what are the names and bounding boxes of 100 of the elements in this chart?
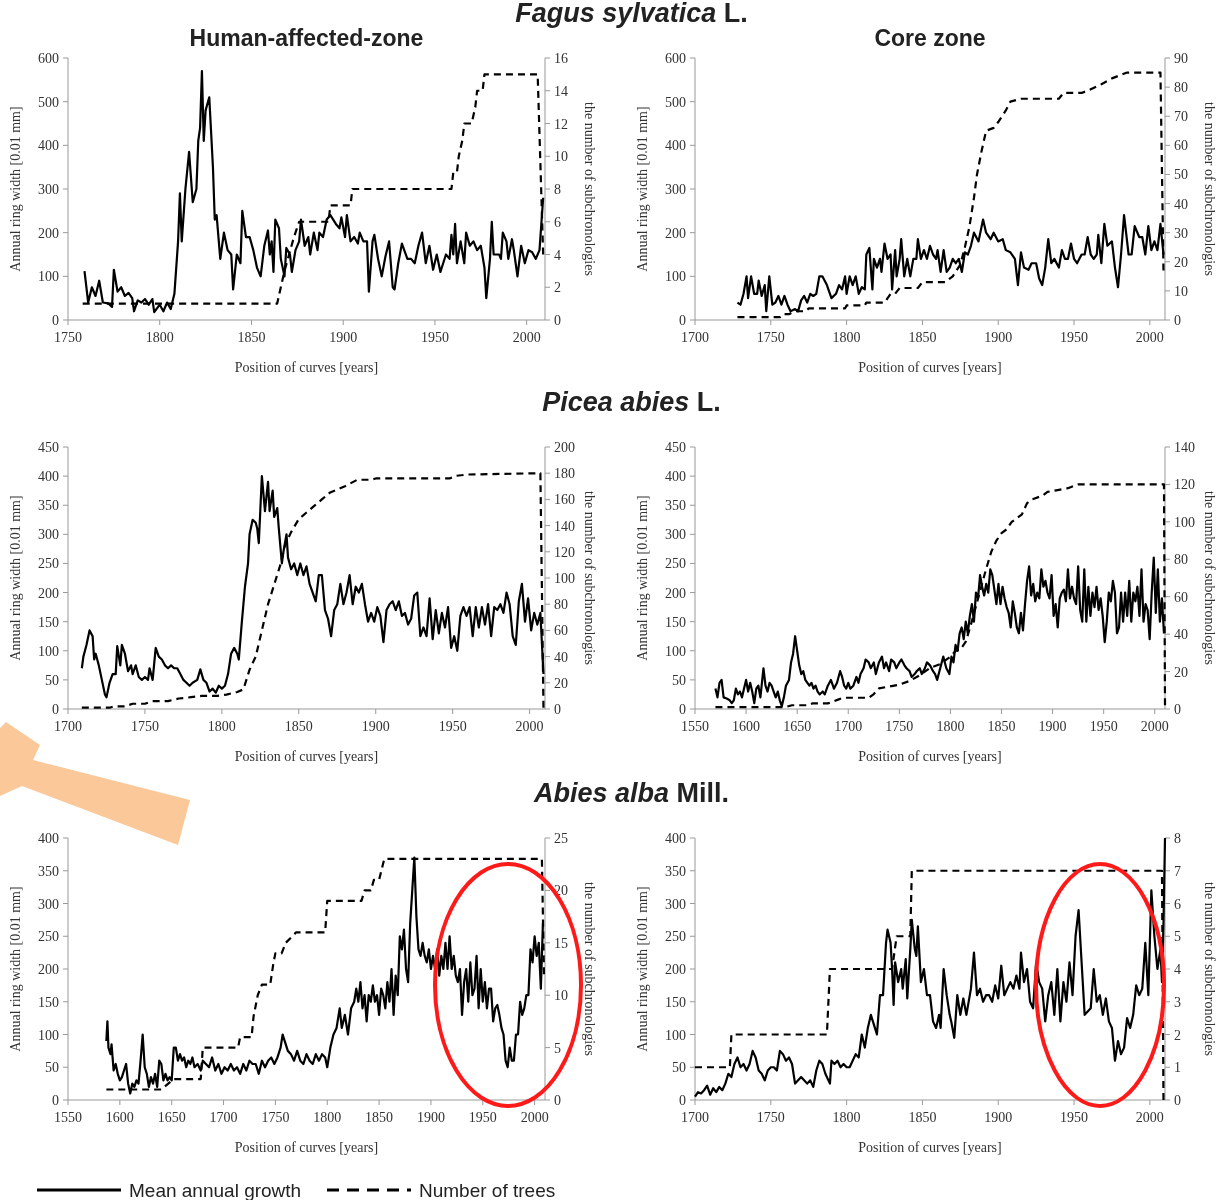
y-tick-label: 400 [38, 469, 59, 485]
x-tick-label: 1850 [908, 1110, 937, 1125]
y2-tick-label: 20 [1174, 254, 1188, 270]
x-tick-label: 1700 [834, 719, 863, 734]
y-tick-label: 450 [665, 440, 686, 455]
y-tick-label: 150 [665, 614, 686, 630]
y-tick-label: 200 [665, 962, 686, 977]
x-tick-label: 2000 [515, 719, 544, 734]
y-tick-label: 150 [665, 994, 686, 1010]
x-tick-label: 1600 [732, 719, 761, 734]
y2-tick-label: 40 [1174, 627, 1188, 643]
y2-tick-label: 7 [1174, 863, 1181, 879]
x-tick-label: 1950 [438, 719, 467, 734]
y2-tick-label: 70 [1174, 109, 1188, 125]
x-tick-label: 2000 [520, 1110, 549, 1125]
y2-tick-label: 140 [554, 518, 575, 534]
y-tick-label: 200 [38, 225, 59, 241]
y-tick-label: 100 [665, 1027, 686, 1043]
y-tick-label: 250 [665, 556, 686, 572]
y2-tick-label: 1 [1174, 1060, 1181, 1076]
line-series [714, 483, 1167, 709]
x-axis-title: Position of curves [years] [234, 749, 379, 764]
y-tick-label: 100 [38, 1027, 59, 1043]
y2-tick-label: 5 [554, 1040, 561, 1056]
x-tick-label: 1850 [284, 719, 313, 734]
x-tick-label: 1650 [783, 719, 812, 734]
y-tick-label: 50 [672, 672, 686, 688]
y-tick-label: 400 [665, 831, 686, 846]
y2-tick-label: 160 [554, 492, 575, 508]
y-tick-label: 400 [38, 831, 59, 846]
y-tick-label: 350 [38, 863, 59, 879]
y2-tick-label: 120 [1174, 477, 1195, 493]
y-axis-title: Annual ring width [0.01 mm] [635, 495, 650, 661]
y2-tick-label: 40 [554, 649, 568, 665]
y2-tick-label: 90 [1174, 51, 1188, 66]
y2-tick-label: 60 [1174, 589, 1188, 605]
y2-tick-label: 4 [554, 247, 561, 263]
x-tick-label: 1750 [54, 330, 82, 345]
y2-tick-label: 20 [1174, 664, 1188, 680]
y2-tick-label: 0 [554, 313, 561, 328]
y-tick-label: 250 [38, 929, 59, 945]
y2-tick-label: 140 [1174, 440, 1195, 455]
y-axis-title: Annual ring width [0.01 mm] [8, 886, 23, 1052]
x-tick-label: 1600 [105, 1110, 134, 1125]
text: Abies alba Mill. [532, 778, 730, 808]
y-tick-label: 100 [665, 269, 686, 285]
x-tick-label: 1900 [329, 330, 358, 345]
y2-tick-label: 200 [554, 440, 575, 455]
y-tick-label: 400 [665, 138, 686, 154]
legend-label: Number of trees [419, 1180, 556, 1200]
y2-tick-label: 80 [1174, 552, 1188, 568]
y2-tick-label: 0 [1174, 702, 1181, 717]
y-tick-label: 300 [665, 896, 686, 912]
x-tick-label: 1650 [157, 1110, 186, 1125]
y2-tick-label: 180 [554, 466, 575, 482]
y-tick-label: 250 [665, 929, 686, 945]
y-tick-label: 0 [679, 1093, 686, 1108]
y-tick-label: 0 [679, 313, 686, 328]
y2-tick-label: 3 [1174, 994, 1181, 1010]
x-tick-label: 2000 [1135, 330, 1164, 345]
y2-tick-label: 30 [1174, 225, 1188, 241]
x-tick-label: 1950 [1060, 1110, 1089, 1125]
x-tick-label: 1550 [681, 719, 709, 734]
y2-axis-title: the number of subchronologies [1202, 102, 1217, 276]
x-tick-label: 1700 [681, 1110, 709, 1125]
y-tick-label: 0 [52, 1093, 59, 1108]
y-tick-label: 150 [38, 994, 59, 1010]
y2-tick-label: 0 [554, 1093, 561, 1108]
y2-tick-label: 100 [1174, 514, 1195, 530]
y-tick-label: 500 [38, 94, 59, 110]
y2-axis-title: the number of subchronologies [1202, 882, 1217, 1056]
text: Picea abies L. [542, 387, 721, 417]
y-axis-title: Annual ring width [0.01 mm] [635, 106, 650, 272]
x-tick-label: 1800 [313, 1110, 342, 1125]
x-axis-title: Position of curves [years] [858, 1140, 1002, 1155]
x-tick-label: 1550 [54, 1110, 82, 1125]
x-axis-title: Position of curves [years] [858, 749, 1002, 764]
x-tick-label: 1900 [416, 1110, 445, 1125]
x-tick-label: 1900 [984, 330, 1013, 345]
y2-tick-label: 40 [1174, 196, 1188, 212]
y2-tick-label: 0 [554, 702, 561, 717]
y2-tick-label: 6 [1174, 896, 1181, 912]
y-tick-label: 350 [38, 498, 59, 514]
x-axis-title: Position of curves [years] [234, 1140, 379, 1155]
x-tick-label: 2000 [512, 330, 541, 345]
y-tick-label: 250 [38, 556, 59, 572]
y2-tick-label: 4 [1174, 962, 1181, 977]
y2-tick-label: 14 [554, 83, 568, 99]
x-tick-label: 1950 [420, 330, 449, 345]
y-tick-label: 100 [665, 643, 686, 659]
x-tick-label: 1900 [1038, 719, 1067, 734]
y2-tick-label: 2 [554, 280, 561, 296]
y2-tick-label: 16 [554, 51, 568, 66]
x-tick-label: 1750 [130, 719, 159, 734]
y-tick-label: 300 [665, 527, 686, 543]
y2-tick-label: 15 [554, 935, 568, 951]
y2-axis-title: the number of subchronologies [582, 882, 597, 1056]
x-tick-label: 1900 [361, 719, 390, 734]
x-tick-label: 1900 [984, 1110, 1013, 1125]
y2-tick-label: 5 [1174, 929, 1181, 945]
